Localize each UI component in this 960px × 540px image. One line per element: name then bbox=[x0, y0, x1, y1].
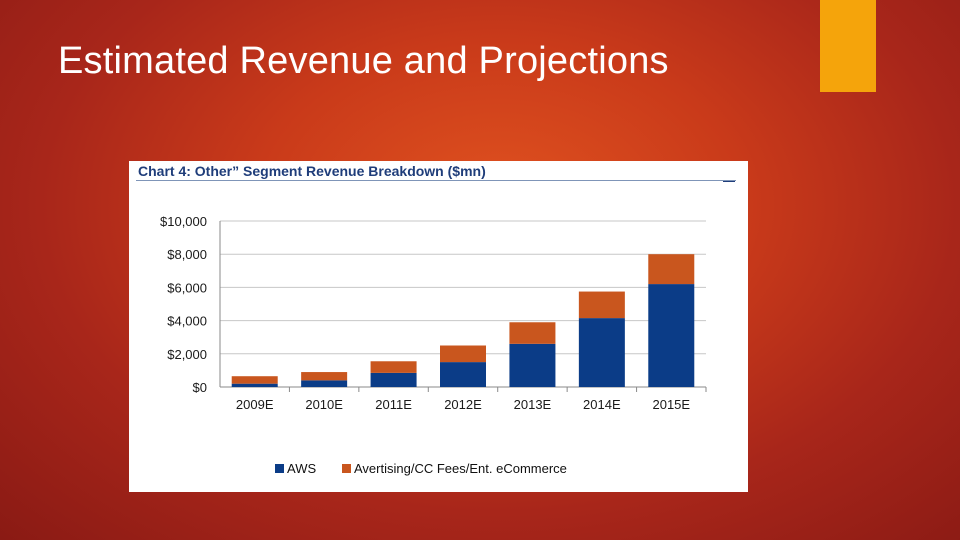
legend-item-advertising: Avertising/CC Fees/Ent. eCommerce bbox=[342, 461, 567, 476]
bar-aws bbox=[370, 372, 417, 387]
chart-title-rule bbox=[136, 180, 736, 181]
y-tick-label: $6,000 bbox=[167, 280, 207, 295]
bar-advertising bbox=[231, 376, 278, 384]
chart-title-rule-mark bbox=[723, 181, 735, 182]
bar-advertising bbox=[648, 254, 695, 285]
bar-aws bbox=[578, 318, 625, 387]
chart-title: Chart 4: Other” Segment Revenue Breakdow… bbox=[138, 163, 486, 179]
bar-advertising bbox=[440, 345, 486, 363]
x-tick-label: 2010E bbox=[305, 397, 343, 412]
x-tick-label: 2015E bbox=[652, 397, 690, 412]
bar-aws bbox=[440, 362, 486, 387]
x-tick-label: 2012E bbox=[444, 397, 482, 412]
y-tick-label: $4,000 bbox=[167, 314, 207, 329]
legend-swatch-aws bbox=[275, 464, 284, 473]
x-tick-label: 2011E bbox=[375, 397, 412, 412]
y-tick-label: $8,000 bbox=[167, 247, 207, 262]
y-tick-label: $10,000 bbox=[160, 214, 207, 229]
bar-advertising bbox=[509, 322, 556, 344]
x-tick-label: 2009E bbox=[236, 397, 274, 412]
x-tick-label: 2014E bbox=[583, 397, 621, 412]
bar-aws bbox=[648, 284, 695, 387]
legend-label-aws: AWS bbox=[287, 461, 317, 476]
bar-aws bbox=[231, 383, 278, 387]
bar-aws bbox=[301, 380, 348, 387]
bar-aws bbox=[509, 343, 556, 387]
legend-item-aws: AWS bbox=[275, 461, 316, 476]
chart-plot: $0 $2,000 $4,000 $6,000 $8,000 $10,000 2009E 20… bbox=[160, 214, 707, 412]
bar-advertising bbox=[370, 361, 417, 373]
legend-label-advertising: Avertising/CC Fees/Ent. eCommerce bbox=[354, 461, 567, 476]
chart-legend: AWS Avertising/CC Fees/Ent. eCommerce bbox=[129, 461, 748, 477]
slide-title: Estimated Revenue and Projections bbox=[58, 40, 669, 82]
y-tick-label: $0 bbox=[193, 380, 207, 395]
accent-bar bbox=[820, 0, 876, 92]
x-tick-label: 2013E bbox=[514, 397, 552, 412]
chart-panel: Chart 4: Other” Segment Revenue Breakdow… bbox=[129, 161, 748, 492]
bar-advertising bbox=[578, 291, 625, 319]
legend-swatch-advertising bbox=[342, 464, 351, 473]
bar-advertising bbox=[301, 372, 348, 381]
y-tick-label: $2,000 bbox=[167, 347, 207, 362]
